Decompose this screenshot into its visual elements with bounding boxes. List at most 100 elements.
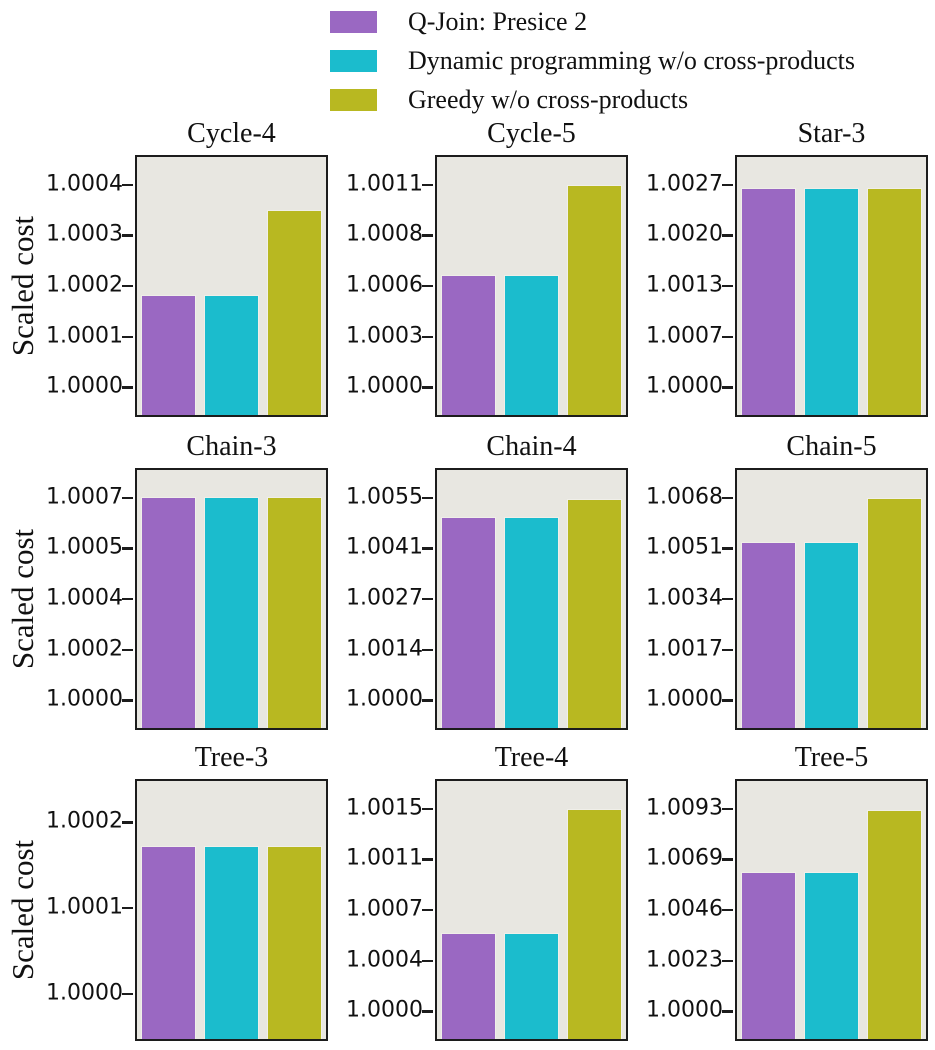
subplot-chain-4: Chain-4 1.0000 1.0014 1.0027 1.0041 1.0055 (346, 431, 628, 730)
y-tick-label: 1.0003 (46, 221, 123, 247)
y-tick-mark (722, 547, 733, 550)
subplot-title: Chain-3 (186, 431, 277, 462)
y-tick-mark (122, 183, 133, 187)
y-tick-label: 1.0051 (646, 534, 723, 560)
y-tick-label: 1.0014 (346, 636, 423, 662)
legend-item-dynamic-programming: Dynamic programming w/o cross-products (330, 47, 855, 74)
y-tick-mark (722, 183, 733, 187)
subplot-chain-5: Chain-5 1.0000 1.0017 1.0034 1.0051 1.0068 (646, 431, 928, 730)
y-tick-mark (422, 285, 433, 288)
bar-dynamic-programming-wo-cross-products (804, 188, 859, 415)
bar-greedy-wo-cross-products (267, 497, 323, 728)
y-tick-label: 1.0007 (46, 484, 123, 510)
subplot-title: Tree-4 (494, 742, 569, 773)
subplot-tree-3: Tree-3 Scaled cost 1.0000 1.0001 1.0002 (5, 742, 328, 1041)
bar-qjoin-presice-2 (440, 275, 496, 415)
subplot-title: Cycle-4 (187, 118, 276, 149)
bar-dynamic-programming-wo-cross-products (504, 517, 559, 728)
bar-greedy-wo-cross-products (267, 846, 323, 1039)
y-tick-label: 1.0005 (46, 534, 123, 560)
y-tick-label: 1.0011 (346, 845, 423, 871)
y-tick-label: 1.0013 (646, 272, 723, 298)
y-tick-mark (422, 598, 433, 601)
y-tick-label: 1.0001 (46, 323, 123, 349)
y-tick-mark (422, 234, 433, 237)
y-tick-mark (422, 547, 433, 550)
y-tick-label: 1.0000 (346, 373, 423, 399)
y-tick-label: 1.0004 (46, 585, 123, 611)
y-tick-label: 1.0004 (346, 947, 423, 973)
legend-label: Greedy w/o cross-products (408, 84, 689, 114)
y-tick-label: 1.0006 (346, 272, 423, 298)
legend-label: Dynamic programming w/o cross-products (408, 45, 855, 75)
y-tick-label: 1.0000 (46, 686, 123, 712)
y-tick-mark (422, 386, 433, 389)
y-tick-mark (722, 598, 733, 601)
y-tick-label: 1.0007 (346, 896, 423, 922)
y-tick-label: 1.0000 (46, 980, 123, 1006)
y-tick-mark (422, 1010, 433, 1013)
subplot-star-3: Star-3 1.0000 1.0007 1.0013 1.0020 1.0027 (646, 118, 928, 417)
legend-item-qjoin-presice-2: Q-Join: Presice 2 (330, 8, 855, 35)
bar-greedy-wo-cross-products (867, 809, 923, 1039)
bar-dynamic-programming-wo-cross-products (804, 871, 859, 1039)
y-tick-label: 1.0004 (46, 171, 123, 197)
y-tick-mark (722, 648, 733, 652)
bar-dynamic-programming-wo-cross-products (204, 497, 259, 728)
greedy-swatch-icon (330, 88, 377, 111)
y-tick-label: 1.0093 (646, 795, 723, 821)
y-tick-mark (422, 648, 433, 651)
y-tick-mark (722, 699, 733, 702)
y-tick-mark (122, 598, 133, 601)
y-axis-label: Scaled cost (5, 839, 40, 981)
y-tick-mark (122, 285, 133, 288)
subplot-title: Chain-5 (786, 431, 877, 462)
y-tick-label: 1.0027 (346, 585, 423, 611)
y-tick-label: 1.0000 (646, 686, 723, 712)
y-tick-label: 1.0008 (346, 221, 423, 247)
y-tick-label: 1.0000 (646, 373, 723, 399)
subplot-tree-4: Tree-4 1.0000 1.0004 1.0007 1.0011 1.0015 (346, 742, 628, 1041)
bar-qjoin-presice-2 (440, 933, 496, 1039)
subplot-cycle-4: Cycle-4 Scaled cost 1.0000 1.0001 1.0002 1.00… (5, 118, 328, 417)
bar-dynamic-programming-wo-cross-products (204, 846, 259, 1039)
bar-qjoin-presice-2 (140, 846, 196, 1039)
bar-greedy-wo-cross-products (567, 184, 623, 415)
y-tick-label: 1.0034 (646, 585, 723, 611)
y-tick-label: 1.0000 (46, 373, 123, 399)
y-tick-mark (722, 1010, 733, 1013)
y-tick-label: 1.0041 (346, 534, 423, 560)
qjoin-presice-2-swatch-icon (330, 10, 377, 33)
y-tick-label: 1.0000 (346, 997, 423, 1023)
y-tick-mark (122, 234, 133, 237)
y-tick-mark (422, 699, 433, 702)
y-tick-mark (422, 183, 433, 187)
bar-greedy-wo-cross-products (867, 188, 923, 415)
subplot-tree-5: Tree-5 1.0000 1.0023 1.0046 1.0069 1.0093 (646, 742, 928, 1041)
y-tick-mark (122, 699, 133, 702)
y-tick-label: 1.0011 (346, 171, 423, 197)
y-tick-mark (122, 547, 133, 550)
bar-dynamic-programming-wo-cross-products (804, 541, 859, 728)
bar-greedy-wo-cross-products (567, 808, 623, 1039)
y-tick-label: 1.0002 (46, 272, 123, 298)
y-tick-label: 1.0023 (646, 947, 723, 973)
y-tick-mark (722, 285, 733, 288)
y-tick-label: 1.0069 (646, 845, 723, 871)
dynamic-programming-swatch-icon (330, 49, 377, 72)
subplot-cycle-5: Cycle-5 1.0000 1.0003 1.0006 1.0008 1.0011 (346, 118, 628, 417)
bar-qjoin-presice-2 (740, 871, 796, 1039)
y-tick-label: 1.0068 (646, 484, 723, 510)
legend-item-greedy: Greedy w/o cross-products (330, 86, 855, 113)
bar-dynamic-programming-wo-cross-products (504, 933, 559, 1039)
y-tick-label: 1.0015 (346, 795, 423, 821)
y-tick-label: 1.0007 (646, 323, 723, 349)
y-tick-mark (722, 807, 733, 811)
y-tick-mark (122, 821, 133, 824)
y-tick-mark (722, 335, 733, 339)
y-tick-mark (722, 959, 733, 963)
subplot-chain-3: Chain-3 Scaled cost 1.0000 1.0002 1.0004 1.00… (5, 431, 328, 730)
y-axis-label: Scaled cost (5, 215, 40, 357)
